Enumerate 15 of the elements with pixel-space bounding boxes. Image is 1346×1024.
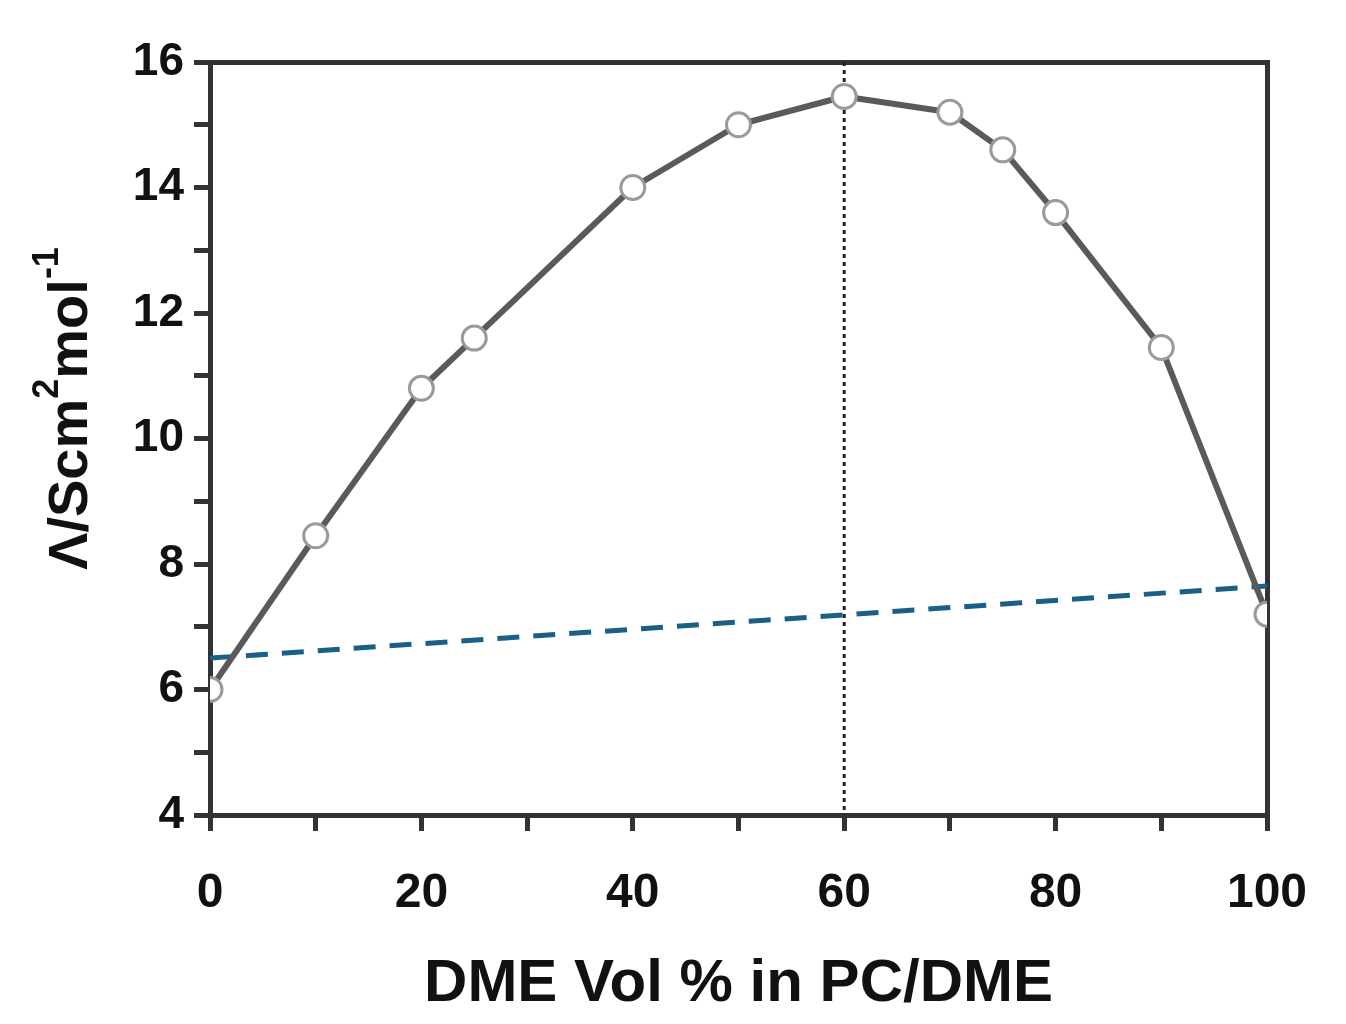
y-tick-label: 10 xyxy=(132,409,184,462)
y-tick-label: 16 xyxy=(132,32,184,85)
x-tick-label: 60 xyxy=(817,864,871,918)
x-tick-label: 100 xyxy=(1226,864,1308,918)
y-tick-label: 12 xyxy=(132,283,184,336)
y-tick-label: 14 xyxy=(132,158,185,211)
x-tick-label: 80 xyxy=(1028,864,1083,918)
x-axis-title: DME Vol % in PC/DME xyxy=(424,946,1053,1014)
x-tick-label: 0 xyxy=(196,864,224,918)
x-tick-label: 40 xyxy=(606,864,660,918)
y-axis-title: Λ/Scm2mol-1 xyxy=(24,247,100,570)
y-tick-label: 8 xyxy=(158,534,184,587)
y-tick-label: 4 xyxy=(158,785,185,838)
y-tick-label: 6 xyxy=(158,660,184,713)
x-tick-label: 20 xyxy=(394,864,449,918)
